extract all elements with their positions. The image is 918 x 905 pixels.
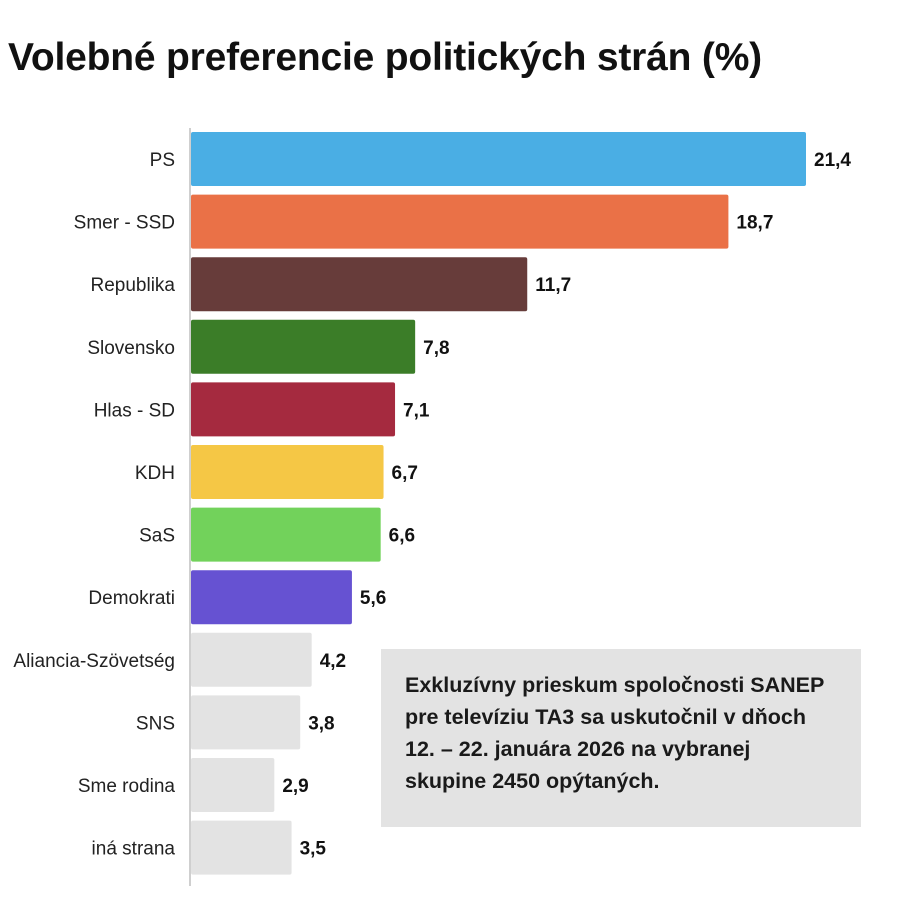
category-label-11: iná strana: [92, 839, 176, 860]
value-label-9: 3,8: [308, 713, 334, 734]
value-label-10: 2,9: [282, 776, 308, 797]
category-label-0: PS: [150, 150, 175, 171]
value-label-8: 4,2: [320, 651, 346, 672]
value-label-6: 6,6: [389, 526, 415, 547]
category-label-10: Sme rodina: [78, 776, 176, 797]
category-label-1: Smer - SSD: [74, 213, 175, 234]
bar-10: [191, 758, 275, 812]
value-label-7: 5,6: [360, 588, 386, 609]
value-label-11: 3,5: [300, 839, 327, 860]
bar-2: [191, 257, 528, 312]
value-label-4: 7,1: [403, 400, 430, 421]
bar-7: [191, 570, 352, 625]
category-label-9: SNS: [136, 713, 175, 734]
bar-6: [191, 507, 381, 562]
chart-title: Volebné preferencie politických strán (%…: [8, 36, 762, 79]
value-label-0: 21,4: [814, 150, 851, 171]
value-label-5: 6,7: [392, 463, 418, 484]
bar-1: [191, 194, 729, 249]
bar-0: [191, 132, 806, 186]
category-label-7: Demokrati: [88, 588, 175, 609]
value-label-3: 7,8: [423, 338, 449, 359]
bar-5: [191, 445, 384, 499]
survey-note-text: Exkluzívny prieskum spoločnosti SANEP pr…: [405, 673, 824, 793]
bar-3: [191, 319, 416, 374]
bar-4: [191, 382, 396, 437]
bar-9: [191, 695, 301, 750]
value-label-2: 11,7: [535, 275, 571, 296]
category-label-3: Slovensko: [87, 338, 175, 359]
survey-note-box: Exkluzívny prieskum spoločnosti SANEP pr…: [381, 649, 861, 827]
bar-11: [191, 820, 292, 875]
category-label-5: KDH: [135, 463, 175, 484]
value-label-1: 18,7: [736, 213, 773, 234]
category-label-2: Republika: [91, 275, 176, 296]
category-label-8: Aliancia-Szövetség: [13, 651, 175, 672]
bar-8: [191, 632, 312, 687]
category-label-6: SaS: [139, 526, 175, 547]
category-label-4: Hlas - SD: [94, 400, 175, 421]
